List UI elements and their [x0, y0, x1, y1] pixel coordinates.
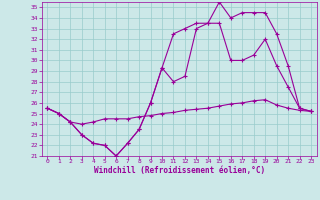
X-axis label: Windchill (Refroidissement éolien,°C): Windchill (Refroidissement éolien,°C): [94, 166, 265, 175]
